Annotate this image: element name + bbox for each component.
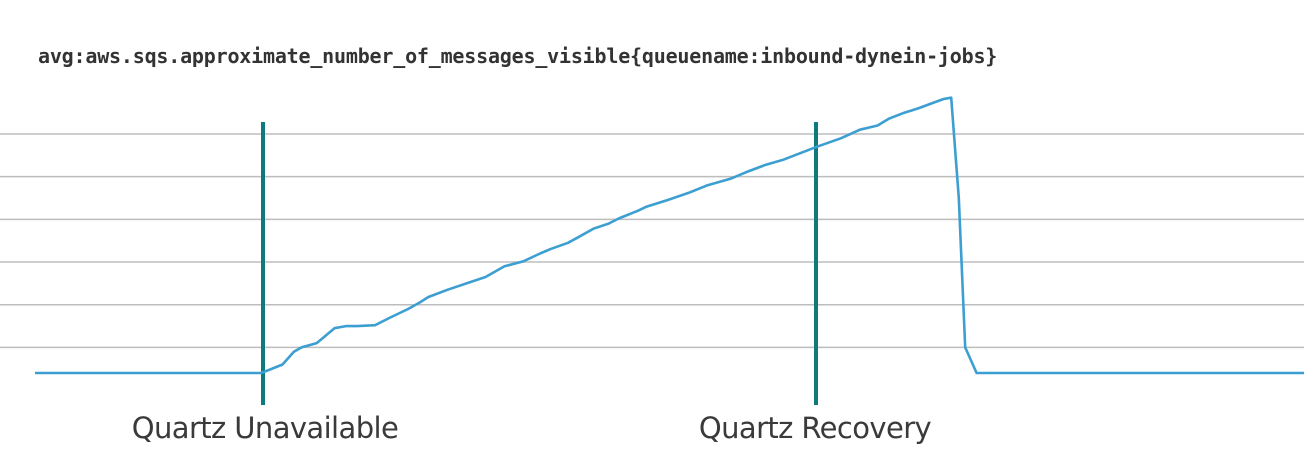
label-layer: Quartz Unavailable Quartz Recovery xyxy=(132,411,932,445)
series-line-1 xyxy=(35,96,1304,375)
series-layer xyxy=(35,96,1304,375)
chart-title: avg:aws.sqs.approximate_number_of_messag… xyxy=(38,44,998,68)
marker-layer xyxy=(261,122,818,405)
annotation-label-1: Quartz Unavailable xyxy=(132,411,398,445)
grid-layer xyxy=(0,133,1304,349)
annotation-label-2: Quartz Recovery xyxy=(699,411,932,445)
